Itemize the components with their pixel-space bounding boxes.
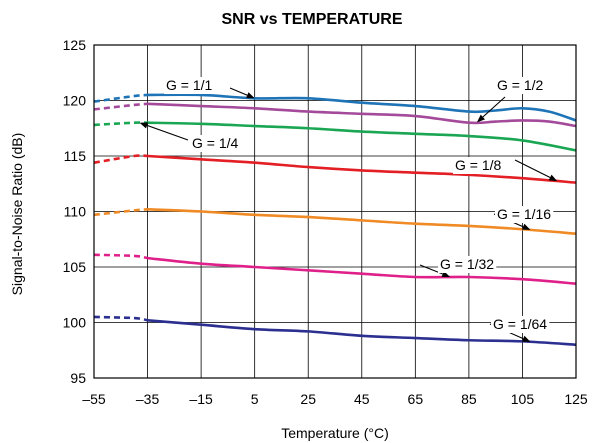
annotation-arrowhead — [521, 223, 531, 230]
x-tick-label: 25 — [300, 391, 316, 407]
series-dashed-segment — [93, 102, 148, 111]
y-tick-label: 100 — [63, 315, 87, 331]
annotation-arrowhead — [548, 174, 558, 182]
annotation-3: G = 1/4 — [139, 122, 241, 152]
series-dashed-segment — [93, 121, 148, 127]
annotation-6: G = 1/32 — [419, 256, 497, 278]
y-tick-label: 110 — [64, 204, 87, 220]
annotation-label-bg — [164, 77, 215, 94]
x-axis-label: Temperature (°C) — [281, 425, 389, 441]
series-line-6 — [93, 253, 577, 285]
series-solid-segment — [147, 207, 577, 235]
x-tick-label: 85 — [461, 391, 477, 407]
annotation-leader — [482, 96, 506, 118]
y-tick-label: 125 — [63, 37, 87, 53]
series-line-2 — [93, 102, 577, 128]
series-dashed-segment — [93, 207, 148, 217]
annotation-label-bg — [453, 157, 504, 174]
annotation-leader — [514, 159, 551, 179]
annotation-label: G = 1/16 — [497, 206, 551, 222]
annotation-2: G = 1/2 — [476, 77, 546, 123]
series-solid-segment — [147, 154, 577, 184]
annotation-7: G = 1/64 — [489, 316, 550, 342]
annotations: G = 1/1 G = 1/2 G = 1/4 G = 1/8 G = 1/16 G = … — [139, 77, 558, 342]
annotation-label: G = 1/1 — [166, 77, 213, 93]
annotation-5: G = 1/16 — [493, 206, 554, 230]
annotation-arrowhead — [139, 122, 149, 129]
plot-frame — [93, 44, 577, 379]
x-tick-label: –15 — [189, 391, 213, 407]
annotation-label-bg — [491, 316, 550, 333]
annotation-label: G = 1/8 — [455, 157, 502, 173]
series-dashed-segment — [93, 93, 148, 103]
series-solid-segment — [147, 93, 577, 122]
annotation-1: G = 1/1 — [164, 77, 255, 99]
x-tick-label: 45 — [354, 391, 370, 407]
series-solid-segment — [147, 121, 577, 152]
annotation-label: G = 1/32 — [440, 256, 494, 272]
series-solid-segment — [147, 102, 577, 128]
annotation-leader — [229, 87, 248, 96]
series-lines — [93, 93, 577, 346]
x-tick-label: 125 — [564, 391, 588, 407]
series-dashed-segment — [93, 253, 148, 260]
x-tick-label: 65 — [408, 391, 424, 407]
series-line-4 — [93, 154, 577, 184]
chart-title: SNR vs TEMPERATURE — [221, 11, 402, 28]
annotation-label: G = 1/2 — [497, 77, 544, 93]
annotation-label-bg — [190, 135, 241, 152]
x-tick-label: 5 — [251, 391, 259, 407]
annotation-arrowhead — [476, 114, 486, 123]
series-dashed-segment — [93, 315, 148, 322]
x-tick-label: –55 — [82, 391, 106, 407]
annotation-label-bg — [495, 77, 546, 94]
annotation-4: G = 1/8 — [453, 157, 558, 182]
series-solid-segment — [147, 318, 577, 346]
annotation-label-bg — [438, 256, 497, 273]
x-tick-label: 105 — [511, 391, 535, 407]
series-solid-segment — [147, 256, 577, 285]
annotation-leader — [146, 124, 189, 141]
annotation-label: G = 1/64 — [493, 316, 547, 332]
y-tick-label: 95 — [70, 370, 86, 386]
tick-labels: –55 –35 –15 5 25 45 65 85 105 125 95 100 105 110 115 12… — [63, 37, 588, 407]
series-line-1 — [93, 93, 577, 122]
annotation-arrowhead — [246, 92, 255, 99]
series-line-3 — [93, 121, 577, 152]
annotation-label-bg — [495, 206, 554, 223]
series-line-5 — [93, 207, 577, 235]
y-tick-label: 105 — [63, 259, 87, 275]
series-dashed-segment — [93, 154, 148, 164]
x-tick-label: –35 — [136, 391, 160, 407]
y-tick-label: 115 — [64, 148, 87, 164]
annotation-label: G = 1/4 — [192, 135, 239, 151]
series-line-7 — [93, 315, 577, 346]
annotation-arrowhead — [521, 335, 531, 342]
y-tick-label: 120 — [63, 93, 87, 109]
y-axis-label: Signal-to-Noise Ratio (dB) — [9, 133, 25, 296]
